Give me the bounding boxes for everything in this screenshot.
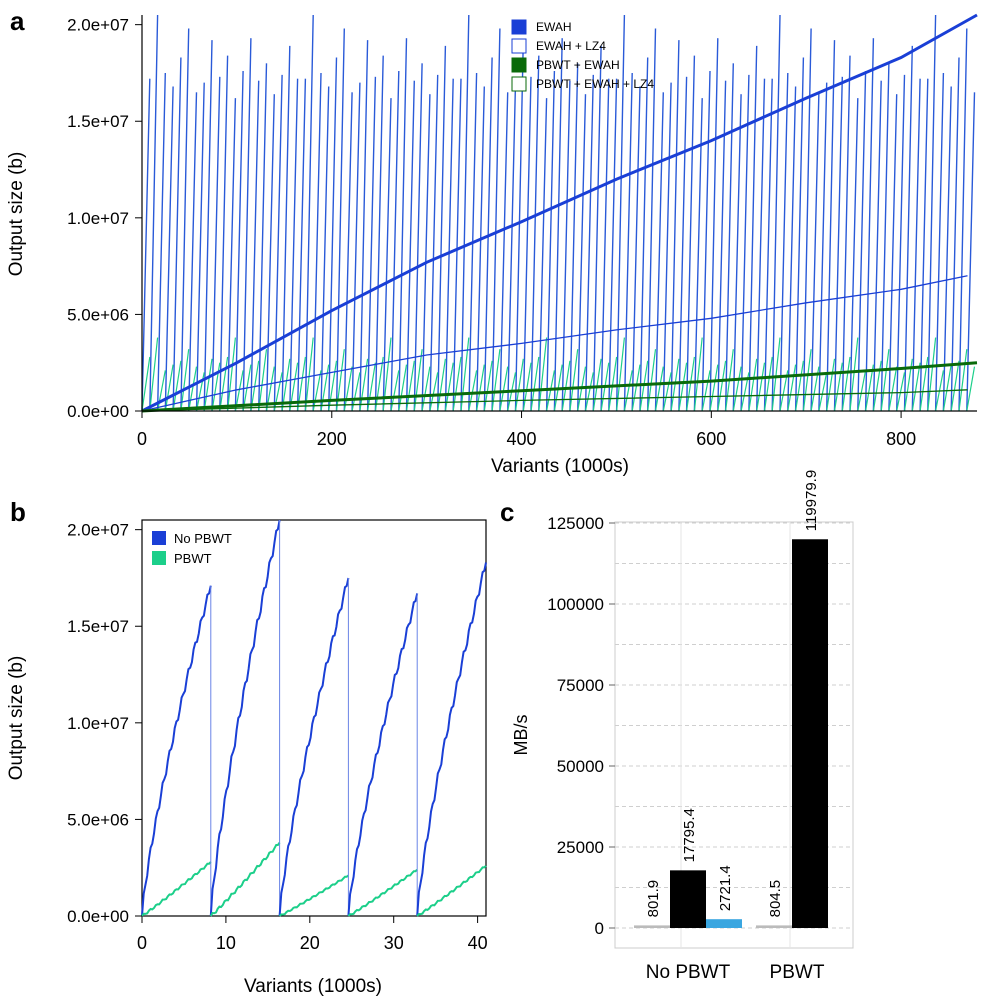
panel-a-ytick-label: 1.0e+07 [67, 209, 129, 228]
panel-c-ytick-label: 25000 [557, 838, 604, 857]
panel-c-bars: 801.9 17795.4 2721.4 804.5 119979.9 [634, 470, 828, 928]
panel-c-ytick-label: 50000 [557, 757, 604, 776]
panel-b-lines [141, 519, 487, 917]
panel-a-ytick-label: 2.0e+07 [67, 16, 129, 35]
bar-no-pbwt [634, 925, 670, 928]
curve-pbwt [347, 868, 418, 917]
panel-c-ytick-label: 100000 [547, 595, 604, 614]
curve-pbwt [141, 861, 212, 917]
legend-swatch-pbwt [152, 551, 166, 565]
panel-label-a: a [10, 6, 25, 36]
panel-b-ytick-label: 0.0e+00 [67, 907, 129, 926]
panel-a-xtick-label: 400 [507, 429, 537, 449]
legend-swatch-pbwt-ewah-lz4 [511, 76, 527, 92]
panel-c-ytick-label: 0 [595, 919, 604, 938]
panel-a-ytick-label: 1.5e+07 [67, 112, 129, 131]
legend-label-pbwt-ewah-lz4: PBWT + EWAH + LZ4 [536, 77, 654, 91]
panel-c-category-label: No PBWT [646, 962, 731, 983]
curve-no-pbwt [278, 577, 350, 917]
bar-value-label: 804.5 [767, 880, 784, 918]
curve-no-pbwt [347, 593, 419, 917]
bar-value-label: 2721.4 [717, 865, 734, 911]
series-ewah [141, 13, 978, 413]
panel-a-ytick-label: 5.0e+06 [67, 305, 129, 324]
panel-c: 801.9 17795.4 2721.4 804.5 119979.9 0 25000 50… [511, 470, 854, 983]
panel-a-legend: EWAH EWAH + LZ4 PBWT + EWAH PBWT + EWAH … [511, 19, 654, 92]
panel-c-ticks: 0 25000 50000 75000 100000 125000 No PBWT PBWT [547, 514, 825, 983]
curve-pbwt [416, 865, 487, 917]
panel-a-xtick-label: 600 [696, 429, 726, 449]
panel-b-xlabel: Variants (1000s) [244, 976, 382, 997]
panel-a-xlabel: Variants (1000s) [491, 456, 629, 477]
bar-value-label: 17795.4 [681, 808, 698, 862]
panel-b-xtick-label: 40 [468, 933, 488, 953]
legend-swatch-no-pbwt [152, 531, 166, 545]
curve-pbwt [278, 874, 350, 917]
series-pbwt-ewah [141, 361, 978, 413]
sawtooth-no-pbwt [141, 14, 976, 412]
series-pbwt-ewah-lz4 [141, 389, 968, 412]
legend-swatch-ewah [511, 19, 527, 35]
bar-pbwt [756, 925, 792, 928]
panel-b-ytick-label: 1.0e+07 [67, 714, 129, 733]
panel-b-ytick-label: 5.0e+06 [67, 810, 129, 829]
panel-a-xtick-label: 200 [317, 429, 347, 449]
bar-value-label: 801.9 [645, 880, 662, 918]
panel-c-ytick-label: 125000 [547, 514, 604, 533]
bar-pbwt [792, 539, 828, 928]
panel-a-ticks: 0.0e+00 5.0e+06 1.0e+07 1.5e+07 2.0e+07 0 200 4… [67, 16, 916, 449]
panel-b-ytick-label: 1.5e+07 [67, 617, 129, 636]
panel-b-frame [141, 519, 487, 917]
panel-b-ticks: 0.0e+00 5.0e+06 1.0e+07 1.5e+07 2.0e+07 0 10 20… [67, 521, 488, 953]
panel-c-ytick-label: 75000 [557, 676, 604, 695]
bar-no-pbwt [706, 919, 742, 928]
legend-label-ewah: EWAH [536, 20, 572, 34]
panel-b-ylabel: Output size (b) [6, 656, 27, 781]
legend-label-ewah-lz4: EWAH + LZ4 [536, 39, 606, 53]
panel-a-xtick-label: 0 [137, 429, 147, 449]
legend-swatch-pbwt-ewah [511, 57, 527, 73]
series-ewah-lz4 [141, 275, 968, 412]
panel-a-lines [141, 13, 978, 413]
legend-label-pbwt-ewah: PBWT + EWAH [536, 58, 620, 72]
panel-b-legend: No PBWT PBWT [152, 531, 232, 566]
panel-b-xtick-label: 0 [137, 933, 147, 953]
legend-label-pbwt: PBWT [174, 551, 212, 566]
curve-no-pbwt [209, 519, 281, 917]
panel-b-xtick-label: 10 [216, 933, 236, 953]
panel-label-b: b [10, 497, 26, 527]
bar-value-label: 119979.9 [803, 470, 820, 531]
panel-c-category-label: PBWT [770, 962, 825, 983]
panel-b-xtick-label: 20 [300, 933, 320, 953]
legend-label-no-pbwt: No PBWT [174, 531, 232, 546]
panel-label-c: c [500, 497, 514, 527]
bar-no-pbwt [670, 870, 706, 928]
curve-no-pbwt [416, 562, 487, 917]
panel-a-ylabel: Output size (b) [6, 152, 27, 277]
panel-b: 0.0e+00 5.0e+06 1.0e+07 1.5e+07 2.0e+07 0 10 20… [6, 519, 488, 997]
panel-c-ylabel: MB/s [511, 714, 531, 755]
curve-pbwt [209, 842, 281, 917]
panel-b-xtick-label: 30 [384, 933, 404, 953]
panel-a-xtick-label: 800 [886, 429, 916, 449]
panel-b-ytick-label: 2.0e+07 [67, 521, 129, 540]
panel-a-ytick-label: 0.0e+00 [67, 402, 129, 421]
panel-a: 0.0e+00 5.0e+06 1.0e+07 1.5e+07 2.0e+07 0 200 4… [6, 13, 978, 477]
curve-no-pbwt [141, 585, 212, 917]
legend-swatch-ewah-lz4 [511, 38, 527, 54]
